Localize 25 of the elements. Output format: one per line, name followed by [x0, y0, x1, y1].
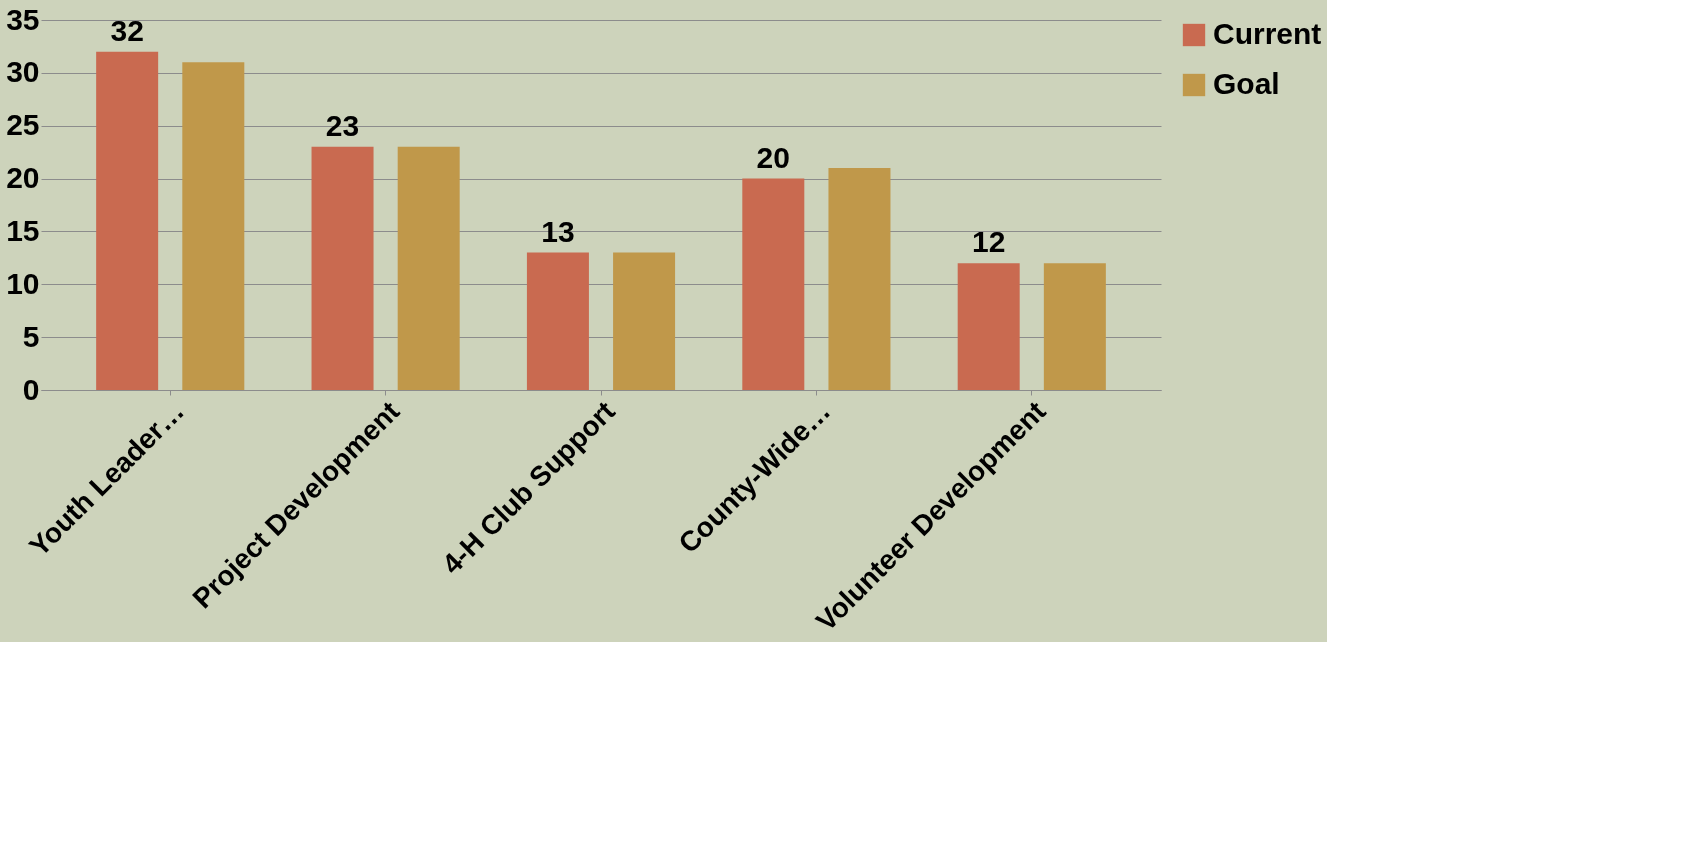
data-label: 13 [541, 214, 575, 248]
bar [311, 146, 374, 390]
legend-label: Current [1213, 17, 1322, 50]
y-tick-label: 30 [6, 55, 40, 89]
y-tick-label: 25 [6, 108, 40, 142]
y-tick-label: 5 [22, 319, 40, 353]
data-label: 12 [972, 225, 1006, 259]
y-tick-label: 20 [6, 161, 40, 195]
bar [397, 146, 460, 390]
data-label: 32 [110, 13, 144, 47]
bar [182, 62, 245, 390]
bar [526, 252, 589, 390]
bar [96, 51, 159, 390]
y-tick-label: 15 [6, 213, 40, 247]
bar [613, 252, 676, 390]
bar [957, 263, 1020, 390]
y-tick-label: 35 [6, 2, 40, 36]
data-label: 23 [325, 108, 360, 142]
legend-label: Goal [1213, 67, 1280, 100]
y-tick-label: 10 [6, 266, 40, 300]
bar [828, 168, 891, 390]
bar [742, 178, 805, 390]
bar [1043, 263, 1106, 390]
data-label: 20 [756, 140, 790, 174]
y-tick-label: 0 [22, 372, 40, 406]
